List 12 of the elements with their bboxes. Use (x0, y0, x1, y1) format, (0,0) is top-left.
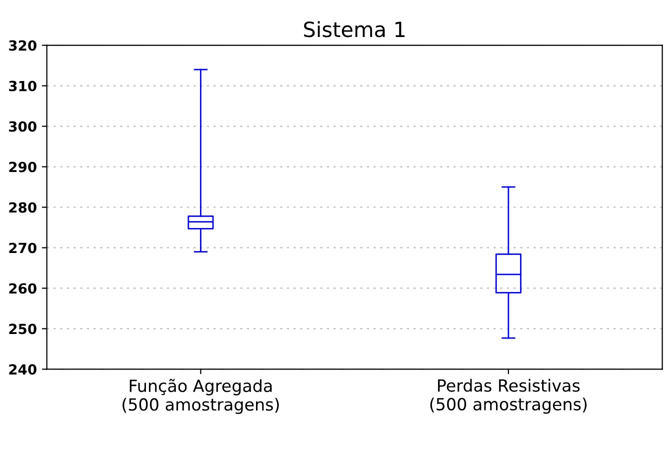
x-tick-label: Perdas Resistivas (500 amostragens) (430, 378, 587, 414)
y-tick-label: 290 (9, 162, 36, 172)
x-tick-label: Função Agregada (500 amostragens) (122, 378, 279, 414)
y-tick-label: 280 (9, 202, 36, 213)
y-tick-label: 300 (9, 121, 36, 132)
y-tick-label: 310 (9, 80, 36, 92)
y-tick-label: 270 (9, 242, 36, 254)
y-tick-label: 250 (9, 324, 36, 334)
y-tick-label: 320 (9, 40, 36, 51)
y-tick-label: 260 (9, 283, 36, 294)
chart-title: Sistema 1 (304, 21, 405, 38)
y-tick-label: 240 (9, 364, 36, 375)
